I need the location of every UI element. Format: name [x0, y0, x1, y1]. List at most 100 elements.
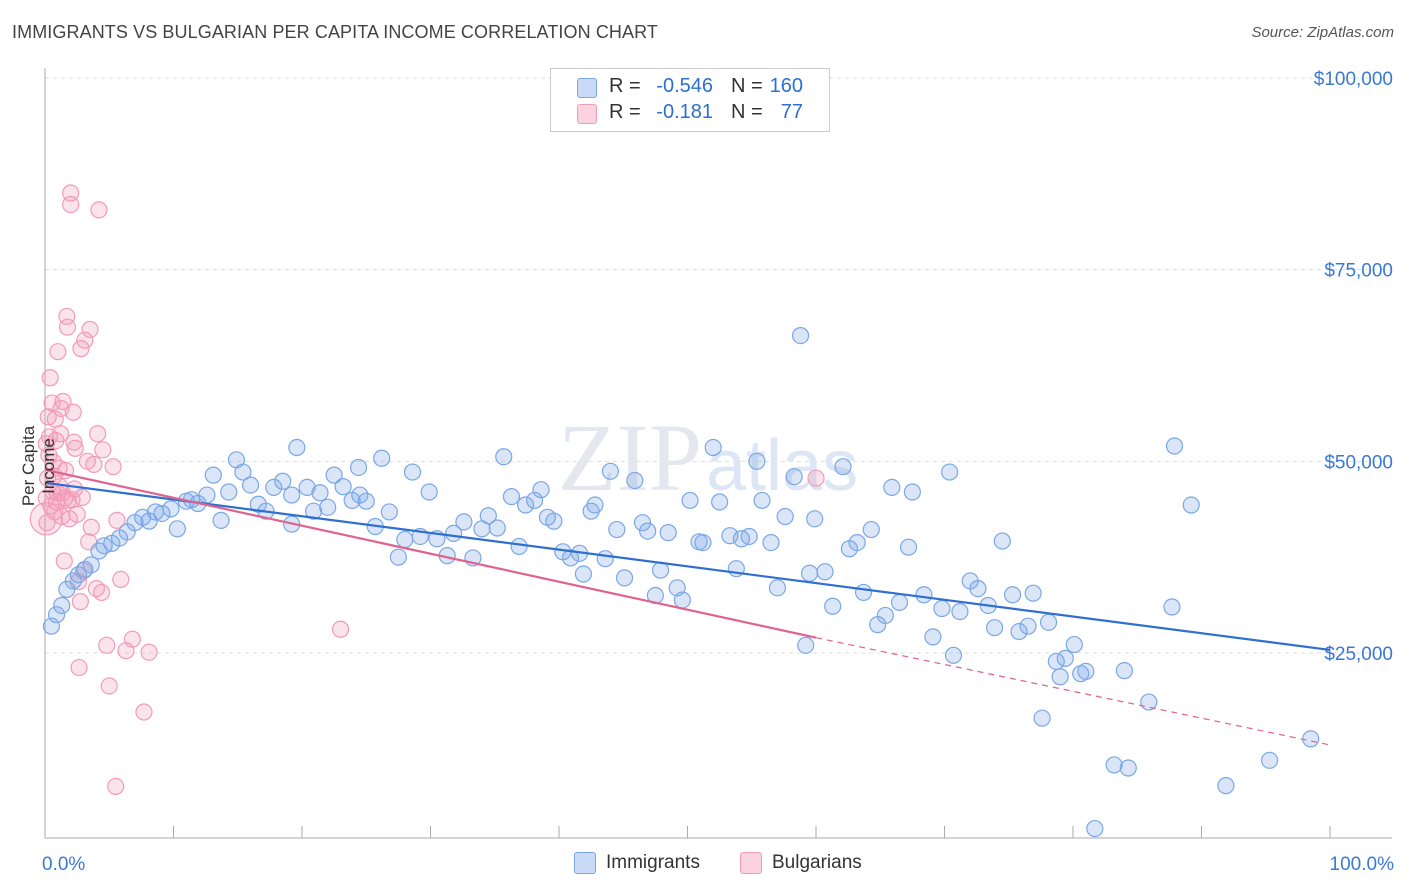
bulgarians-point	[68, 505, 86, 523]
immigrants-point	[944, 646, 963, 664]
bulgarians-point	[72, 340, 90, 358]
immigrants-point	[824, 597, 842, 615]
bulgarians-point	[65, 433, 83, 451]
legend-row-bulgarians: R = -0.181 N = 77	[551, 101, 829, 127]
immigrants-point	[941, 463, 959, 481]
immigrants-point	[420, 483, 438, 501]
immigrants-point	[479, 507, 497, 525]
legend-n-label: N =	[731, 101, 763, 123]
immigrants-point	[1033, 709, 1051, 727]
watermark-atlas: atlas	[706, 426, 858, 506]
bulgarians-point	[71, 593, 89, 611]
bulgarians-point	[89, 425, 107, 443]
chart-title: IMMIGRANTS VS BULGARIAN PER CAPITA INCOM…	[12, 22, 658, 42]
immigrants-point	[903, 483, 921, 501]
bulgarians-point	[85, 455, 103, 473]
trend-lines	[44, 468, 1331, 746]
bulgarians-point	[135, 703, 153, 721]
immigrants-point	[242, 476, 260, 494]
immigrants-point	[495, 448, 513, 466]
immigrants-point	[311, 484, 329, 502]
immigrants-point	[933, 599, 951, 618]
y-tick-label: $75,000	[1324, 261, 1393, 282]
bulgarians-point	[90, 201, 108, 219]
immigrants-point	[357, 492, 375, 510]
immigrants-point	[1010, 622, 1028, 641]
bulgarians-point	[43, 394, 61, 412]
immigrants-point	[854, 583, 873, 602]
immigrants-point	[848, 533, 866, 552]
bulgarians-point	[98, 636, 116, 654]
immigrants-point	[816, 563, 834, 581]
immigrants-point	[639, 522, 657, 540]
immigrants-point	[162, 500, 180, 518]
legend-swatch-immigrants	[577, 78, 597, 98]
immigrants-point	[288, 438, 306, 457]
immigrants-point	[351, 486, 369, 504]
y-tick-labels: $25,000 $50,000 $75,000 $100,000	[1314, 69, 1393, 665]
x-tick-label-min: 0.0%	[42, 854, 85, 875]
immigrants-point	[1302, 730, 1320, 748]
immigrants-point	[168, 520, 186, 538]
immigrants-point	[325, 466, 343, 484]
immigrants-point	[776, 507, 794, 526]
bottom-legend-label-bulgarians: Bulgarians	[772, 852, 862, 873]
bulgarians-point	[49, 343, 67, 361]
bulgarians-point	[64, 403, 82, 421]
bulgarians-point	[94, 441, 112, 459]
immigrants-point	[694, 533, 712, 552]
immigrants-point	[53, 596, 71, 615]
immigrants-point	[304, 502, 323, 520]
immigrants-point	[396, 530, 414, 549]
immigrants-point	[951, 602, 969, 621]
immigrants-point	[924, 628, 942, 646]
bulgarians-point	[108, 511, 126, 529]
immigrants-point	[626, 471, 644, 490]
immigrants-point	[740, 527, 758, 546]
immigrants-point	[532, 481, 550, 499]
bottom-legend-swatch-immigrants	[574, 852, 596, 874]
y-axis-label: Per Capita Income	[19, 425, 58, 507]
immigrants-point	[586, 496, 604, 514]
immigrants-point	[1105, 756, 1123, 774]
legend: R = -0.546 N = 160 R = -0.181 N = 77	[550, 68, 830, 132]
immigrants-point	[806, 510, 824, 528]
immigrants-point	[791, 327, 810, 345]
grid-lines	[45, 77, 1392, 654]
watermark: ZIP atlas	[558, 404, 858, 511]
immigrants-points	[42, 327, 1320, 838]
bulgarians-point	[123, 630, 141, 648]
immigrants-point	[403, 463, 422, 481]
y-tick-label: $25,000	[1324, 644, 1393, 665]
immigrants-point	[753, 491, 771, 510]
immigrants-point	[334, 478, 352, 496]
immigrants-point	[1182, 496, 1200, 514]
immigrants-point	[488, 519, 506, 537]
immigrants-point	[748, 452, 766, 470]
legend-swatch-bulgarians	[577, 104, 597, 124]
immigrants-point	[234, 463, 252, 481]
immigrants-point	[319, 498, 337, 516]
bulgarians-point	[331, 620, 350, 638]
immigrants-point	[883, 478, 901, 496]
immigrants-point	[1056, 649, 1074, 667]
immigrants-point	[673, 591, 691, 609]
legend-r-label: R =	[609, 101, 641, 123]
immigrants-point	[1261, 751, 1279, 769]
x-tick-label-max: 100.0%	[1330, 854, 1395, 875]
immigrants-point	[768, 579, 787, 597]
immigrants-point	[220, 483, 238, 501]
bulgarians-point	[58, 318, 77, 336]
immigrants-point	[561, 549, 580, 567]
immigrants-point	[711, 493, 729, 511]
immigrants-point	[681, 491, 699, 510]
immigrants-point	[1115, 662, 1134, 680]
source-note: Source: ZipAtlas.com	[1251, 24, 1394, 41]
immigrants-point	[834, 458, 852, 476]
immigrants-point	[380, 503, 398, 521]
bulgarians-point	[81, 320, 99, 339]
immigrants-point	[1086, 819, 1104, 838]
bulgarians-point	[112, 570, 130, 589]
immigrants-point	[525, 491, 544, 510]
immigrants-point	[574, 565, 593, 583]
